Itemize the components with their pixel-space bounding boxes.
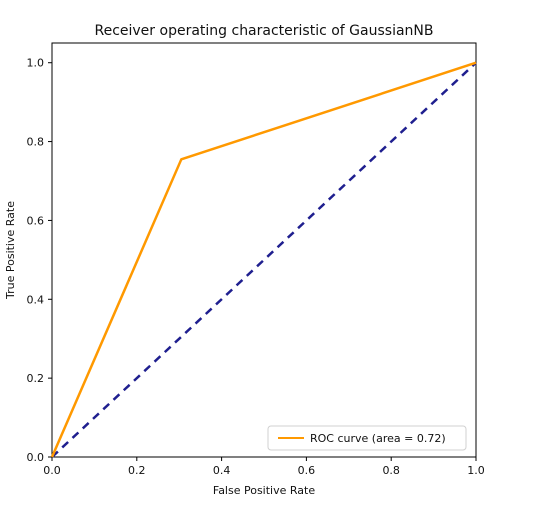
legend: ROC curve (area = 0.72) (267, 425, 467, 451)
legend-box (267, 425, 467, 451)
x-tick-label: 0.0 (43, 464, 61, 477)
x-axis-label: False Positive Rate (213, 484, 315, 497)
y-tick-label: 0.2 (27, 372, 45, 385)
chart-title: Receiver operating characteristic of Gau… (94, 23, 433, 39)
diagonal-reference-line (51, 61, 477, 458)
x-tick-label: 0.8 (382, 464, 400, 477)
series-layer (50, 61, 477, 458)
roc-curve-line (50, 61, 477, 458)
x-tick-label: 1.0 (467, 464, 485, 477)
legend-label-roc: ROC curve (area = 0.72) (310, 432, 446, 445)
y-tick-label: 0.4 (27, 293, 45, 306)
x-tick-label: 0.4 (213, 464, 231, 477)
y-tick-label: 0.6 (27, 214, 45, 227)
y-axis-label: True Positive Rate (4, 201, 17, 300)
x-tick-label: 0.2 (128, 464, 146, 477)
y-tick-label: 0.0 (27, 451, 45, 464)
x-tick-label: 0.6 (298, 464, 316, 477)
plot-area (51, 42, 477, 458)
y-tick-label: 1.0 (27, 57, 45, 70)
x-axis: 0.0 0.2 0.4 0.6 0.8 1.0 (43, 457, 485, 477)
y-tick-label: 0.8 (27, 136, 45, 149)
y-axis: 0.0 0.2 0.4 0.6 0.8 1.0 (27, 57, 52, 464)
